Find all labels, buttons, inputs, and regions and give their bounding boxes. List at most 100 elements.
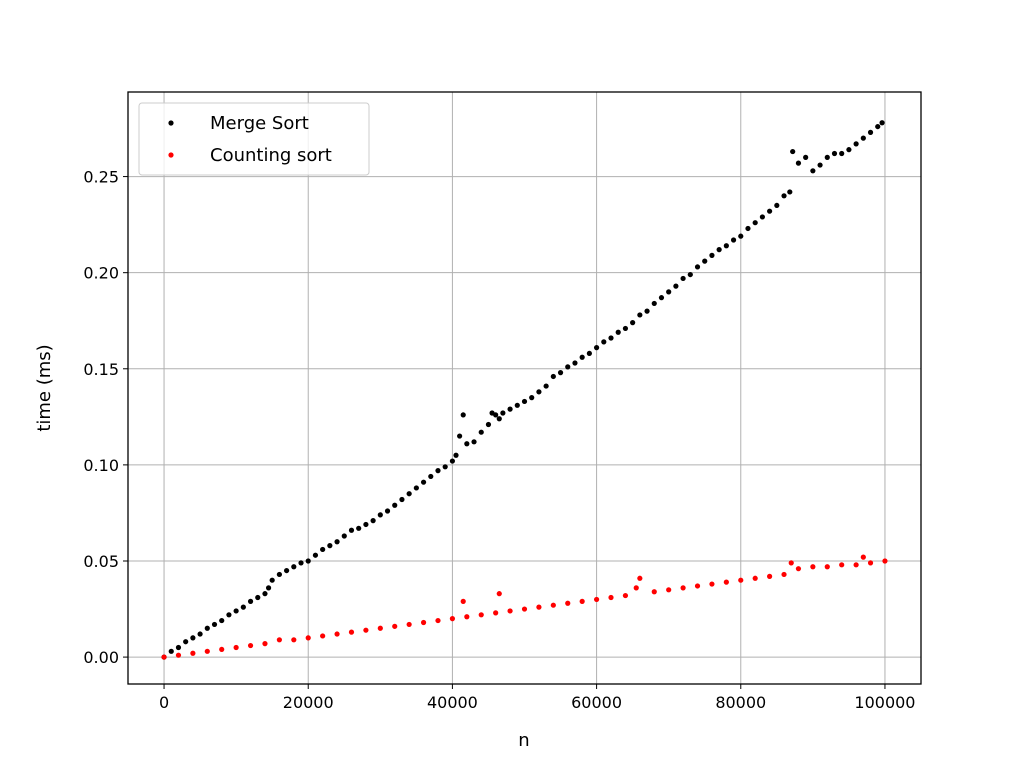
data-point [183, 639, 189, 645]
data-point [428, 473, 434, 480]
data-point [787, 189, 793, 195]
data-point [824, 564, 830, 570]
legend-marker-merge-sort [168, 120, 174, 126]
data-point [795, 160, 802, 166]
data-point [745, 225, 751, 232]
data-point [262, 641, 268, 647]
data-point [867, 129, 874, 135]
series-counting-sort [161, 554, 888, 660]
data-point [413, 485, 419, 491]
data-point [666, 587, 672, 593]
data-point [377, 512, 383, 518]
data-point [853, 141, 859, 147]
data-point [219, 646, 225, 653]
data-point [226, 612, 232, 618]
data-point [435, 468, 441, 474]
data-point [651, 300, 657, 307]
data-point [716, 247, 722, 253]
data-point [348, 629, 355, 635]
data-point [406, 491, 412, 497]
legend-box [138, 102, 370, 176]
data-point [453, 452, 459, 458]
data-point [471, 439, 477, 445]
data-point [550, 373, 556, 380]
data-point [305, 635, 311, 641]
data-point [579, 354, 585, 360]
data-point [500, 410, 506, 416]
data-point [790, 148, 796, 155]
data-point [363, 521, 369, 528]
data-point [298, 560, 304, 566]
data-point [730, 237, 737, 243]
data-point [694, 264, 701, 270]
series-merge-sort [161, 120, 885, 660]
x-tick-label: 40000 [427, 693, 478, 712]
data-point [633, 585, 639, 591]
x-tick-label: 80000 [715, 693, 766, 712]
data-point [803, 154, 809, 160]
data-point [320, 546, 326, 553]
data-point [514, 402, 520, 408]
data-point [507, 608, 513, 614]
data-point [831, 150, 838, 157]
data-point [457, 433, 463, 439]
data-point [867, 560, 874, 566]
data-point [392, 502, 398, 508]
data-point [478, 612, 484, 618]
data-point [320, 633, 326, 639]
x-tick-label: 60000 [571, 693, 622, 712]
data-point [276, 637, 282, 643]
legend-label-merge-sort: Merge Sort [210, 113, 309, 134]
data-point [496, 591, 502, 597]
x-tick-label: 20000 [283, 693, 334, 712]
data-point [536, 389, 542, 395]
data-point [622, 592, 629, 599]
y-tick-label: 0.25 [83, 168, 119, 187]
grid-lines [128, 92, 921, 684]
y-tick-label: 0.05 [83, 552, 119, 571]
data-point [637, 575, 643, 581]
data-point [622, 325, 629, 332]
data-point [651, 589, 657, 595]
data-point [204, 625, 210, 631]
x-tick-label: 0 [159, 693, 169, 712]
data-point [341, 533, 347, 539]
y-tick-label: 0.15 [83, 360, 119, 379]
y-tick-label: 0.00 [83, 648, 119, 667]
data-point [327, 543, 333, 549]
data-point [615, 329, 621, 335]
data-point [399, 496, 405, 503]
data-point [312, 552, 319, 558]
data-point [493, 610, 499, 616]
data-point [882, 558, 888, 564]
data-point [291, 564, 297, 570]
data-point [557, 370, 564, 376]
data-point [449, 458, 456, 464]
data-point [767, 208, 773, 214]
data-point [460, 598, 466, 604]
data-point [363, 627, 369, 633]
data-point [860, 135, 866, 141]
data-point [211, 621, 218, 628]
data-point [485, 421, 492, 428]
data-point [190, 650, 196, 656]
data-point [291, 637, 297, 643]
data-point [723, 243, 729, 249]
data-point [284, 567, 290, 574]
data-point [694, 583, 701, 589]
legend: Merge Sort Counting sort [138, 102, 370, 176]
data-point [630, 320, 636, 326]
data-point [420, 619, 427, 626]
data-point [269, 577, 275, 583]
data-point [752, 220, 758, 226]
data-point [644, 308, 650, 314]
x-axis-ticks: 0 20000 40000 60000 80000 100000 [159, 684, 915, 712]
data-point [774, 202, 780, 209]
data-point [853, 562, 859, 568]
data-point [464, 614, 470, 620]
data-point [666, 289, 672, 295]
data-point [255, 594, 261, 601]
data-point [579, 598, 585, 604]
data-point [233, 608, 239, 614]
